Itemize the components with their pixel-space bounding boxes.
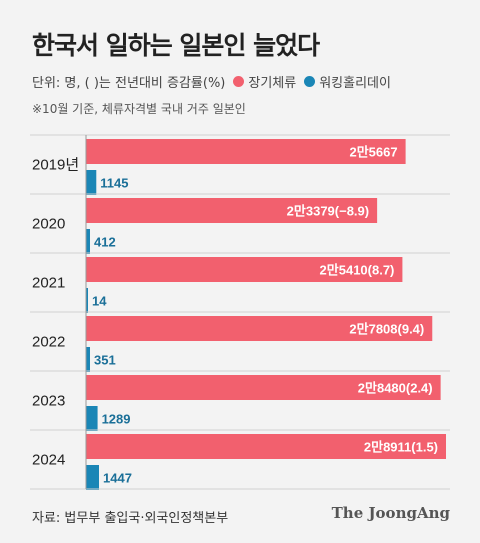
bar-working-holiday <box>86 347 90 372</box>
bar-long-stay <box>86 198 378 223</box>
legend-swatch-working-holiday <box>304 76 316 87</box>
chart-title: 한국서 일하는 일본인 늘었다 <box>32 31 320 60</box>
bar-long-stay <box>86 375 441 400</box>
legend-label-working-holiday: 워킹홀리데이 <box>319 76 391 91</box>
category-label: 2020 <box>32 216 65 233</box>
chart-note: ※10월 기준, 체류자격별 국내 거주 일본인 <box>32 102 246 116</box>
bar-working-holiday <box>86 465 99 490</box>
data-label-working-holiday: 1289 <box>102 412 131 427</box>
category-label: 2019년 <box>32 157 79 174</box>
data-label-long-stay: 2만7808(9.4) <box>349 322 424 337</box>
bar-long-stay <box>86 316 433 341</box>
bar-long-stay <box>86 257 403 282</box>
data-label-working-holiday: 1447 <box>103 471 132 486</box>
legend-label-long-stay: 장기체류 <box>248 76 297 91</box>
chart-subtitle: 단위: 명, ( )는 전년대비 증감률(%) 장기체류 워킹홀리데이 <box>32 72 391 91</box>
data-label-working-holiday: 1145 <box>100 176 128 191</box>
legend-swatch-long-stay <box>233 76 245 87</box>
source-text: 자료: 법무부 출입국·외국인정책본부 <box>32 511 229 526</box>
data-label-long-stay: 2만5410(8.7) <box>320 263 395 278</box>
bar-long-stay <box>86 139 406 164</box>
bar-chart: 2019년 2만5667 1145 2020 2만3379(−8.9) 412 2021 2만… <box>30 134 450 490</box>
data-label-long-stay: 2만5667 <box>349 145 397 160</box>
data-label-working-holiday: 412 <box>94 235 116 250</box>
bar-working-holiday <box>86 288 88 313</box>
category-label: 2023 <box>32 393 65 410</box>
category-label: 2022 <box>32 334 65 351</box>
category-label: 2024 <box>32 452 65 469</box>
data-label-long-stay: 2만8911(1.5) <box>364 440 438 455</box>
bar-working-holiday <box>86 406 98 431</box>
data-label-long-stay: 2만3379(−8.9) <box>287 204 369 219</box>
brand-logo: The JoongAng <box>331 504 450 522</box>
category-label: 2021 <box>32 275 65 292</box>
data-label-long-stay: 2만8480(2.4) <box>358 381 433 396</box>
data-label-working-holiday: 351 <box>94 353 116 368</box>
bar-long-stay <box>86 434 446 459</box>
bar-working-holiday <box>86 229 90 254</box>
unit-note: 단위: 명, ( )는 전년대비 증감률(%) <box>32 76 226 91</box>
bar-working-holiday <box>86 170 97 195</box>
data-label-working-holiday: 14 <box>92 294 107 309</box>
